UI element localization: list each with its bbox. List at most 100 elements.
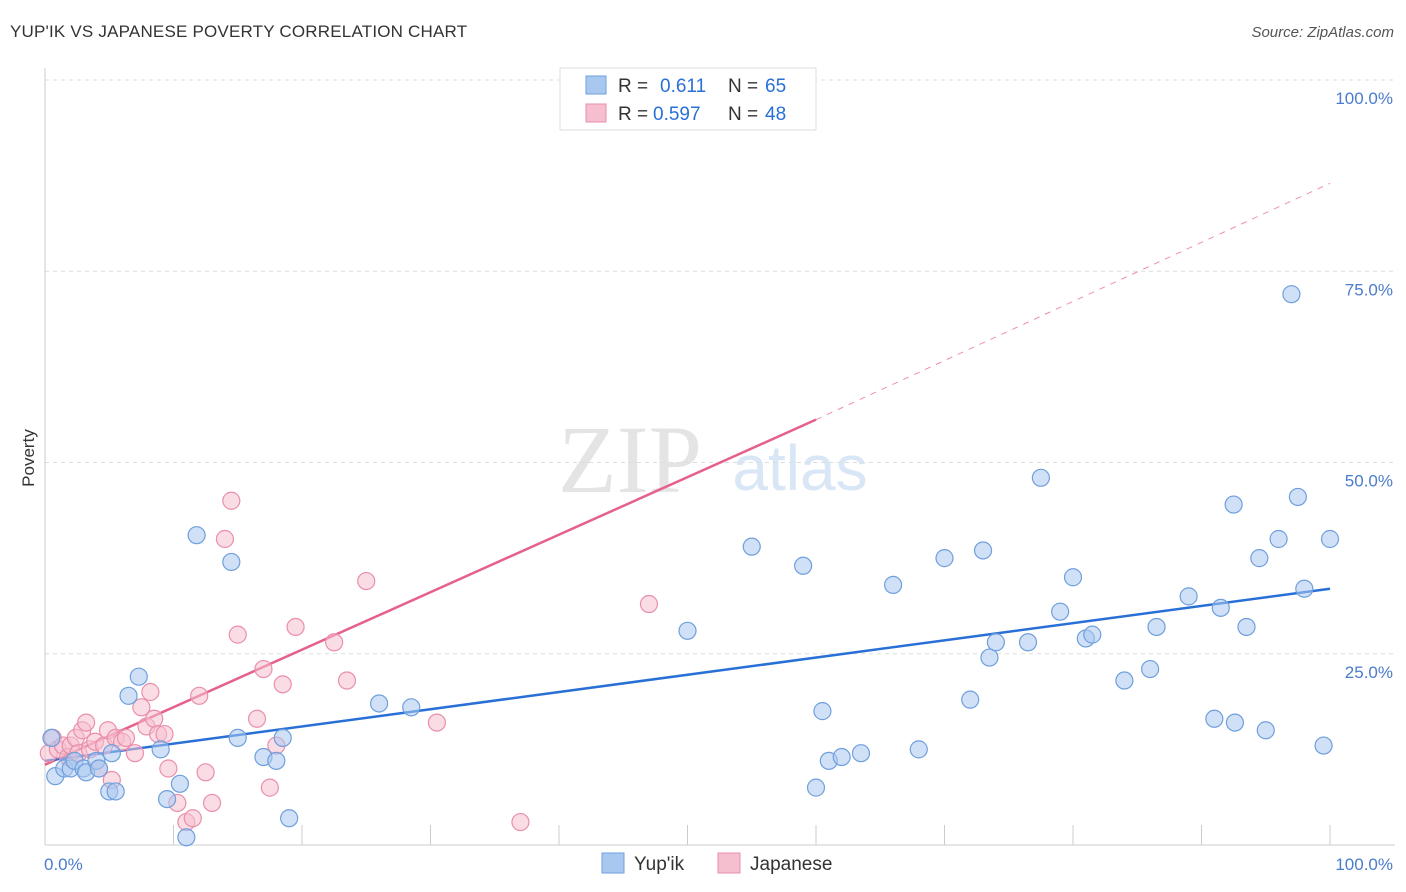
japanese-point-46 [511, 812, 530, 832]
japanese-point-9 [77, 713, 96, 732]
yupik-point-12 [119, 686, 138, 705]
yupik-point-30 [806, 778, 826, 797]
source-credit: Source: ZipAtlas.com [1251, 24, 1394, 41]
chart-title: YUP'IK VS JAPANESE POVERTY CORRELATION C… [10, 22, 468, 41]
yupik-point-45 [1063, 568, 1083, 587]
tick-labels: 25.0% 50.0% 75.0% 100.0% 0.0% 100.0% [44, 89, 1393, 874]
japanese-point-37 [254, 659, 273, 679]
stats-legend-n-value-japanese: 48 [765, 104, 786, 125]
yupik-point-11 [106, 782, 125, 801]
yupik-point-10 [102, 744, 121, 763]
japanese-point-35 [228, 625, 247, 644]
watermark-atlas: atlas [732, 432, 867, 504]
japanese-point-30 [190, 686, 209, 705]
yupik-point-42 [1018, 633, 1038, 652]
yupik-point-47 [1083, 625, 1102, 644]
yupik-point-61 [1288, 487, 1307, 507]
yupik-point-57 [1250, 549, 1269, 568]
yupik-point-28 [742, 537, 761, 556]
yupik-point-25 [370, 694, 389, 713]
yupik-points [42, 285, 1340, 847]
japanese-points [39, 70, 768, 832]
japanese-point-25 [155, 724, 174, 744]
japanese-point-22 [141, 682, 160, 702]
japanese-point-23 [145, 709, 164, 728]
japanese-point-33 [215, 529, 234, 549]
gridlines [45, 79, 1395, 655]
yupik-point-49 [1140, 659, 1160, 679]
yupik-point-23 [273, 728, 292, 748]
stats-legend-n-value-yupik: 65 [765, 76, 786, 97]
japanese-point-31 [196, 763, 215, 782]
yupik-point-50 [1147, 617, 1166, 637]
series-legend: Yup'ik Japanese [601, 852, 832, 875]
yupik-point-33 [832, 747, 851, 767]
yupik-point-16 [170, 774, 190, 793]
yupik-point-20 [228, 728, 247, 748]
japanese-point-38 [260, 778, 279, 797]
yupik-point-52 [1205, 709, 1224, 728]
yupik-point-39 [973, 541, 993, 560]
yupik-point-19 [222, 552, 241, 572]
legend-label-japanese: Japanese [750, 854, 832, 875]
yupik-point-8 [89, 759, 109, 778]
japanese-point-43 [337, 671, 357, 690]
stats-legend-n-label-yupik: N = [728, 76, 758, 97]
japanese-point-41 [286, 617, 305, 637]
legend-swatch-yupik [601, 852, 625, 874]
y-tick-label-3: 100.0% [1335, 89, 1393, 108]
yupik-point-59 [1269, 529, 1288, 549]
yupik-point-24 [280, 809, 299, 828]
axes [44, 68, 1395, 846]
yupik-point-53 [1211, 598, 1230, 617]
y-axis-label: Poverty [19, 429, 38, 487]
stats-legend: R = 0.611 N = 65 R = 0.597 N = 48 [559, 67, 817, 131]
yupik-point-48 [1115, 671, 1134, 690]
stats-legend-r-value-yupik: 0.611 [660, 76, 706, 97]
yupik-point-22 [267, 751, 286, 770]
yupik-point-34 [851, 744, 871, 763]
yupik-point-13 [129, 667, 148, 686]
yupik-point-31 [813, 702, 832, 721]
legend-label-yupik: Yup'ik [634, 854, 685, 875]
yupik-point-56 [1237, 617, 1256, 637]
japanese-point-26 [159, 759, 178, 778]
yupik-point-17 [177, 828, 196, 847]
y-tick-label-2: 75.0% [1345, 280, 1393, 299]
watermark-zip: ZIP [558, 406, 702, 513]
yupik-point-36 [909, 740, 928, 759]
japanese-trend-line [44, 418, 817, 766]
yupik-point-35 [883, 575, 903, 595]
x-tick-label-1: 100.0% [1335, 855, 1393, 874]
stats-legend-n-label-japanese: N = [728, 104, 758, 125]
japanese-point-47 [639, 594, 659, 614]
yupik-point-37 [935, 549, 954, 568]
legend-swatch-japanese [717, 852, 741, 874]
yupik-point-15 [157, 789, 177, 809]
yupik-point-43 [1031, 468, 1050, 487]
yupik-point-38 [961, 690, 980, 709]
japanese-point-40 [273, 675, 292, 694]
yupik-point-63 [1314, 736, 1333, 755]
stats-legend-swatch-japanese [585, 103, 607, 123]
yupik-point-58 [1256, 721, 1275, 740]
japanese-point-29 [183, 809, 202, 828]
stats-legend-r-label-yupik: R = [618, 76, 648, 97]
japanese-trend-extension [815, 182, 1331, 421]
japanese-point-18 [116, 728, 136, 748]
yupik-point-29 [794, 556, 813, 575]
stats-legend-swatch-yupik [585, 75, 607, 95]
yupik-point-60 [1282, 285, 1301, 304]
japanese-point-34 [222, 491, 241, 510]
stats-legend-r-value-japanese: 0.597 [653, 104, 701, 125]
yupik-point-64 [1320, 529, 1340, 549]
japanese-point-45 [427, 713, 447, 732]
yupik-point-26 [402, 698, 421, 717]
japanese-point-32 [202, 793, 222, 813]
x-tick-label-0: 0.0% [44, 855, 83, 874]
yupik-point-44 [1051, 602, 1070, 621]
yupik-point-51 [1179, 587, 1198, 606]
yupik-point-14 [151, 740, 170, 759]
yupik-point-40 [980, 648, 999, 667]
japanese-point-20 [132, 698, 151, 717]
